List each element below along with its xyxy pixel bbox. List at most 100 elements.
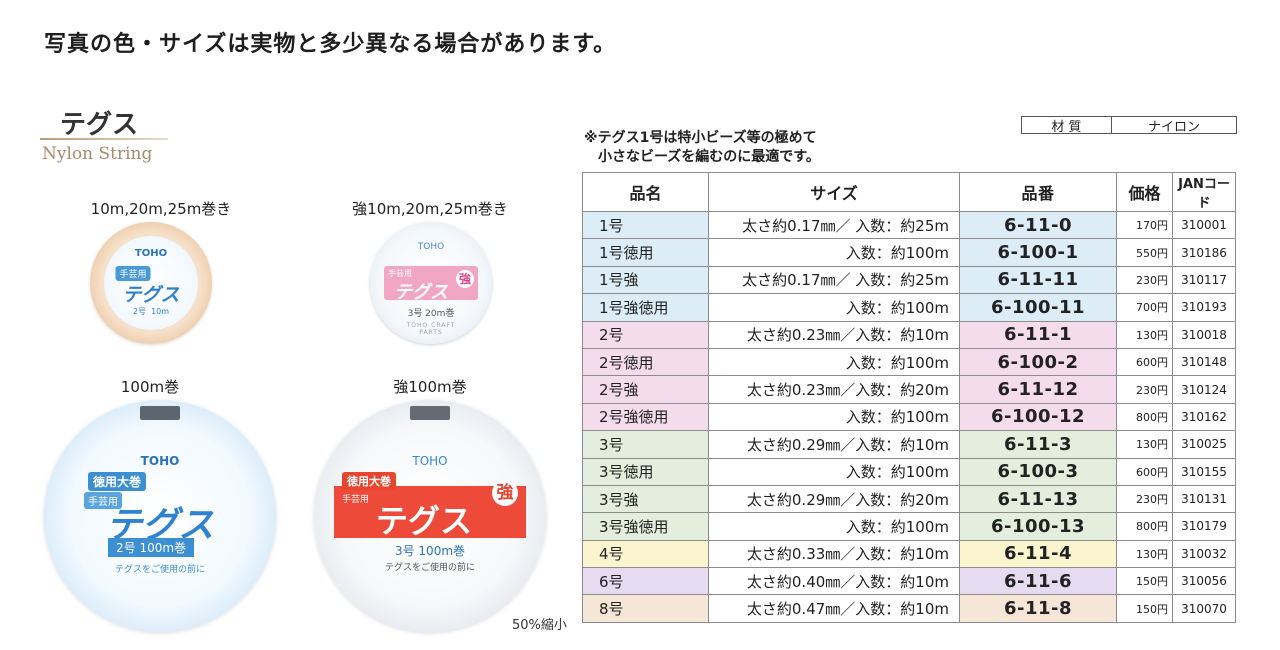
- spool-tag-secondary: 手芸用: [342, 495, 370, 505]
- spool-caption-large-strong: 強100m巻: [393, 378, 467, 396]
- table-row: 1号徳用 入数：約100m 6-100-1 550円 310186: [582, 238, 1236, 267]
- table-row: 1号 太さ約0.17㎜／ 入数：約25m 6-11-0 170円 310001: [582, 210, 1236, 240]
- cell-name: 3号強徳用: [582, 512, 709, 541]
- spool-ring-text: TOHO CRAFT PARTS: [406, 322, 456, 336]
- material-label: 材 質: [1022, 117, 1112, 135]
- cell-name: 1号徳用: [582, 238, 709, 267]
- cell-code: 6-11-3: [959, 430, 1117, 459]
- cell-size: 太さ約0.23㎜／入数：約20m: [708, 375, 960, 404]
- cell-jan: 310179: [1172, 512, 1236, 541]
- cell-jan: 310124: [1172, 375, 1236, 404]
- cell-jan: 310018: [1172, 320, 1236, 349]
- cell-name: 2号徳用: [582, 347, 709, 377]
- spool-spec: 2号 10m: [132, 307, 170, 316]
- cell-size: 太さ約0.29㎜／入数：約20m: [708, 484, 960, 514]
- spool-tag-secondary: 手芸用: [84, 492, 122, 509]
- usage-note: ※テグス1号は特小ビーズ等の極めて 小さなビーズを編むのに最適です。: [584, 129, 820, 167]
- table-header-row: 品名 サイズ 品番 価格 JANコード: [582, 172, 1236, 212]
- cell-jan: 310056: [1172, 567, 1236, 596]
- cell-code: 6-11-12: [959, 375, 1117, 404]
- spool-name: テグス: [394, 282, 448, 303]
- spool-tag: 手芸用: [115, 266, 151, 281]
- cell-code: 6-100-13: [959, 512, 1117, 541]
- cell-size: 太さ約0.47㎜／入数：約10m: [708, 594, 960, 623]
- cell-size: 太さ約0.17㎜／ 入数：約25m: [708, 265, 960, 295]
- cell-jan: 310001: [1172, 210, 1236, 240]
- cell-price: 130円: [1116, 430, 1173, 459]
- table-row: 4号 太さ約0.33㎜／入数：約10m 6-11-4 130円 310032: [582, 539, 1236, 569]
- cell-code: 6-11-1: [959, 320, 1117, 349]
- table-row: 8号 太さ約0.47㎜／入数：約10m 6-11-8 150円 310070: [582, 594, 1236, 623]
- cell-size: 太さ約0.33㎜／入数：約10m: [708, 539, 960, 569]
- cell-jan: 310032: [1172, 539, 1236, 569]
- col-header-size: サイズ: [708, 172, 960, 212]
- cell-jan: 310162: [1172, 402, 1236, 432]
- cell-jan: 310186: [1172, 238, 1236, 267]
- cell-name: 2号強: [582, 375, 709, 404]
- cell-size: 入数：約100m: [708, 347, 960, 377]
- table-row: 2号徳用 入数：約100m 6-100-2 600円 310148: [582, 347, 1236, 377]
- spool-caption-small: 10m,20m,25m巻き: [90, 200, 232, 218]
- spool-caption-large: 100m巻: [120, 378, 180, 396]
- spool-tag: 手芸用: [388, 269, 412, 278]
- cell-price: 170円: [1116, 210, 1173, 240]
- usage-note-line: ※テグス1号は特小ビーズ等の極めて: [584, 130, 817, 146]
- cell-price: 600円: [1116, 457, 1173, 486]
- spool-spec: 2号 100m巻: [108, 538, 195, 557]
- spool-image-small: TOHO 手芸用 テグス 2号 10m: [90, 222, 212, 344]
- cell-price: 700円: [1116, 293, 1173, 322]
- spool-image-large: TOHO 徳用大巻 手芸用 テグス 2号 100m巻 テグスをご使用の前に: [44, 400, 276, 632]
- cell-jan: 310117: [1172, 265, 1236, 295]
- table-row: 2号強徳用 入数：約100m 6-100-12 800円 310162: [582, 402, 1236, 432]
- table-row: 2号 太さ約0.23㎜／入数：約10m 6-11-1 130円 310018: [582, 320, 1236, 349]
- cell-code: 6-100-1: [959, 238, 1117, 267]
- cell-size: 太さ約0.40㎜／入数：約10m: [708, 567, 960, 596]
- cell-code: 6-11-13: [959, 484, 1117, 514]
- strong-badge: 強: [456, 270, 474, 288]
- product-title: テグス: [60, 110, 139, 140]
- cell-name: 3号: [582, 430, 709, 459]
- table-row: 6号 太さ約0.40㎜／入数：約10m 6-11-6 150円 310056: [582, 567, 1236, 596]
- cell-price: 150円: [1116, 594, 1173, 623]
- cell-name: 2号強徳用: [582, 402, 709, 432]
- cell-code: 6-100-2: [959, 347, 1117, 377]
- cell-name: 3号強: [582, 484, 709, 514]
- cell-size: 太さ約0.17㎜／ 入数：約25m: [708, 210, 960, 240]
- cell-size: 入数：約100m: [708, 238, 960, 267]
- col-header-name: 品名: [582, 172, 709, 212]
- table-row: 1号強徳用 入数：約100m 6-100-11 700円 310193: [582, 293, 1236, 322]
- spool-brand: TOHO: [417, 242, 445, 252]
- cell-code: 6-11-4: [959, 539, 1117, 569]
- cell-jan: 310070: [1172, 594, 1236, 623]
- cell-price: 550円: [1116, 238, 1173, 267]
- table-row: 1号強 太さ約0.17㎜／ 入数：約25m 6-11-11 230円 310117: [582, 265, 1236, 295]
- cell-price: 150円: [1116, 567, 1173, 596]
- material-value: ナイロン: [1147, 119, 1200, 135]
- cell-name: 1号: [582, 210, 709, 240]
- table-row: 3号 太さ約0.29㎜／入数：約10m 6-11-3 130円 310025: [582, 430, 1236, 459]
- cell-jan: 310025: [1172, 430, 1236, 459]
- cell-name: 4号: [582, 539, 709, 569]
- cell-price: 800円: [1116, 402, 1173, 432]
- cell-jan: 310131: [1172, 484, 1236, 514]
- cell-price: 230円: [1116, 375, 1173, 404]
- cell-code: 6-11-8: [959, 594, 1117, 623]
- table-row: 3号強徳用 入数：約100m 6-100-13 800円 310179: [582, 512, 1236, 541]
- cell-code: 6-11-11: [959, 265, 1117, 295]
- cell-jan: 310148: [1172, 347, 1236, 377]
- spool-spec: 3号 20m巻: [407, 309, 455, 319]
- cell-name: 3号徳用: [582, 457, 709, 486]
- table-row: 2号強 太さ約0.23㎜／入数：約20m 6-11-12 230円 310124: [582, 375, 1236, 404]
- spool-warning: テグスをご使用の前に: [384, 563, 476, 573]
- cell-name: 1号強: [582, 265, 709, 295]
- cell-name: 2号: [582, 320, 709, 349]
- cell-price: 600円: [1116, 347, 1173, 377]
- cell-size: 入数：約100m: [708, 512, 960, 541]
- cell-code: 6-11-6: [959, 567, 1117, 596]
- cell-price: 130円: [1116, 539, 1173, 569]
- cell-name: 1号強徳用: [582, 293, 709, 322]
- table-row: 3号徳用 入数：約100m 6-100-3 600円 310155: [582, 457, 1236, 486]
- col-header-price: 価格: [1116, 172, 1173, 212]
- material-box: 材 質 ナイロン: [1021, 116, 1237, 135]
- product-subtitle: Nylon String: [42, 144, 153, 164]
